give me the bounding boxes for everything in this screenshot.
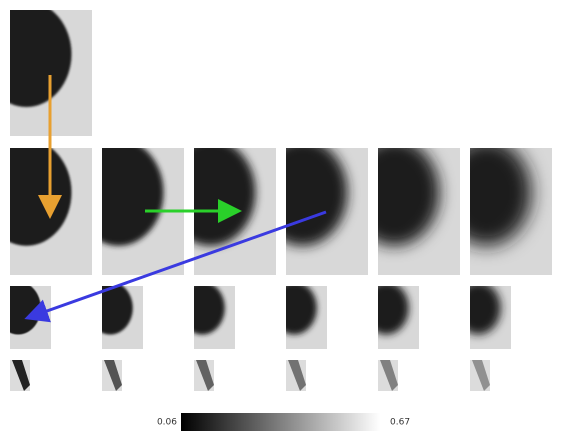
image-patch (378, 148, 460, 275)
image-patch (378, 286, 419, 349)
image-patch (10, 360, 30, 391)
image-patch (286, 360, 306, 391)
colorbar (181, 413, 380, 431)
image-patch (470, 360, 490, 391)
image-patch (470, 286, 511, 349)
image-patch (378, 360, 398, 391)
image-patch (10, 286, 51, 349)
image-patch (102, 360, 122, 391)
image-patch (286, 286, 327, 349)
arrow (24, 210, 327, 323)
image-patches (10, 10, 552, 391)
image-patch (194, 360, 214, 391)
image-patch (194, 286, 235, 349)
image-patch (102, 286, 143, 349)
image-patch (470, 148, 552, 275)
colorbar-min-label: 0.06 (157, 418, 177, 428)
image-patch (10, 148, 92, 275)
image-patch (10, 10, 92, 136)
colorbar-max-label: 0.67 (390, 418, 410, 428)
